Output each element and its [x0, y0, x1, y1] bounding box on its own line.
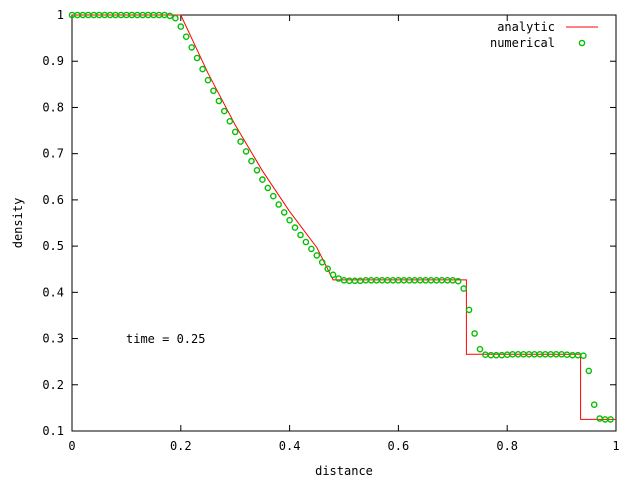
x-tick-label: 0.2 [170, 439, 192, 453]
analytic-series [72, 14, 616, 420]
numerical-point [237, 138, 244, 145]
numerical-point [253, 166, 261, 174]
numerical-point [188, 44, 195, 51]
numerical-point [220, 107, 228, 115]
time-annotation: time = 0.25 [126, 332, 205, 346]
numerical-point [585, 367, 593, 375]
y-tick-label: 0.6 [42, 193, 64, 207]
numerical-point [351, 277, 359, 285]
numerical-point [356, 277, 364, 285]
numerical-point [302, 238, 310, 246]
y-tick-label: 0.9 [42, 54, 64, 68]
numerical-point [454, 277, 462, 285]
x-tick-label: 0.6 [388, 439, 410, 453]
numerical-point [476, 345, 484, 353]
numerical-point [346, 277, 353, 285]
x-tick-label: 0.8 [496, 439, 518, 453]
numerical-point [590, 401, 598, 409]
axis-ticks: 0 0.2 0.4 0.6 0.8 1 0.1 0.2 0.3 0.4 0.5 0.6 0.7 0.8 0.… [42, 8, 619, 453]
numerical-point [324, 265, 332, 273]
x-tick-label: 0 [68, 439, 75, 453]
y-tick-label: 1 [57, 8, 64, 22]
numerical-point [569, 351, 576, 359]
x-tick-label: 0.4 [279, 439, 301, 453]
numerical-point [329, 271, 337, 279]
y-tick-label: 0.4 [42, 285, 64, 299]
numerical-point [210, 87, 217, 95]
numerical-point [177, 23, 185, 30]
numerical-point [215, 97, 223, 105]
numerical-point [596, 415, 604, 422]
numerical-point [226, 118, 234, 125]
y-tick-label: 0.3 [42, 332, 64, 346]
numerical-point [291, 224, 299, 231]
legend-swatch-numerical [578, 39, 586, 47]
numerical-point [182, 33, 190, 41]
numerical-point [166, 12, 174, 20]
numerical-point [275, 201, 283, 208]
numerical-point [297, 231, 304, 239]
numerical-point [280, 209, 288, 216]
numerical-point [242, 148, 250, 155]
numerical-point [199, 65, 206, 73]
numerical-point [172, 14, 179, 22]
numerical-point [487, 351, 495, 359]
numerical-point [580, 352, 587, 360]
x-tick-label: 1 [612, 439, 619, 453]
numerical-point [308, 245, 315, 253]
numerical-point [460, 285, 468, 292]
y-tick-label: 0.1 [42, 424, 64, 438]
y-axis-label: density [11, 198, 25, 249]
numerical-point [259, 176, 266, 183]
numerical-point [574, 351, 582, 359]
plot-frame [71, 14, 617, 432]
y-tick-label: 0.8 [42, 100, 64, 114]
numerical-series [68, 11, 614, 423]
legend-label-analytic: analytic [497, 20, 555, 34]
legend: analytic numerical [490, 20, 598, 50]
numerical-point [231, 128, 239, 136]
numerical-point [318, 258, 326, 266]
y-tick-label: 0.2 [42, 378, 64, 392]
numerical-point [264, 184, 272, 192]
numerical-point [193, 54, 201, 62]
numerical-point [465, 306, 473, 314]
x-axis-label: distance [315, 464, 373, 478]
numerical-point [607, 416, 614, 423]
numerical-point [313, 252, 321, 259]
numerical-point [286, 216, 293, 224]
y-tick-label: 0.7 [42, 147, 64, 161]
numerical-point [269, 192, 277, 200]
legend-label-numerical: numerical [490, 36, 555, 50]
y-tick-label: 0.5 [42, 239, 64, 253]
numerical-point [248, 157, 255, 165]
numerical-point [335, 275, 342, 282]
numerical-point [204, 76, 212, 84]
numerical-point [471, 330, 478, 337]
numerical-point [492, 351, 500, 359]
numerical-point [498, 351, 506, 359]
analytic-line [72, 14, 616, 420]
